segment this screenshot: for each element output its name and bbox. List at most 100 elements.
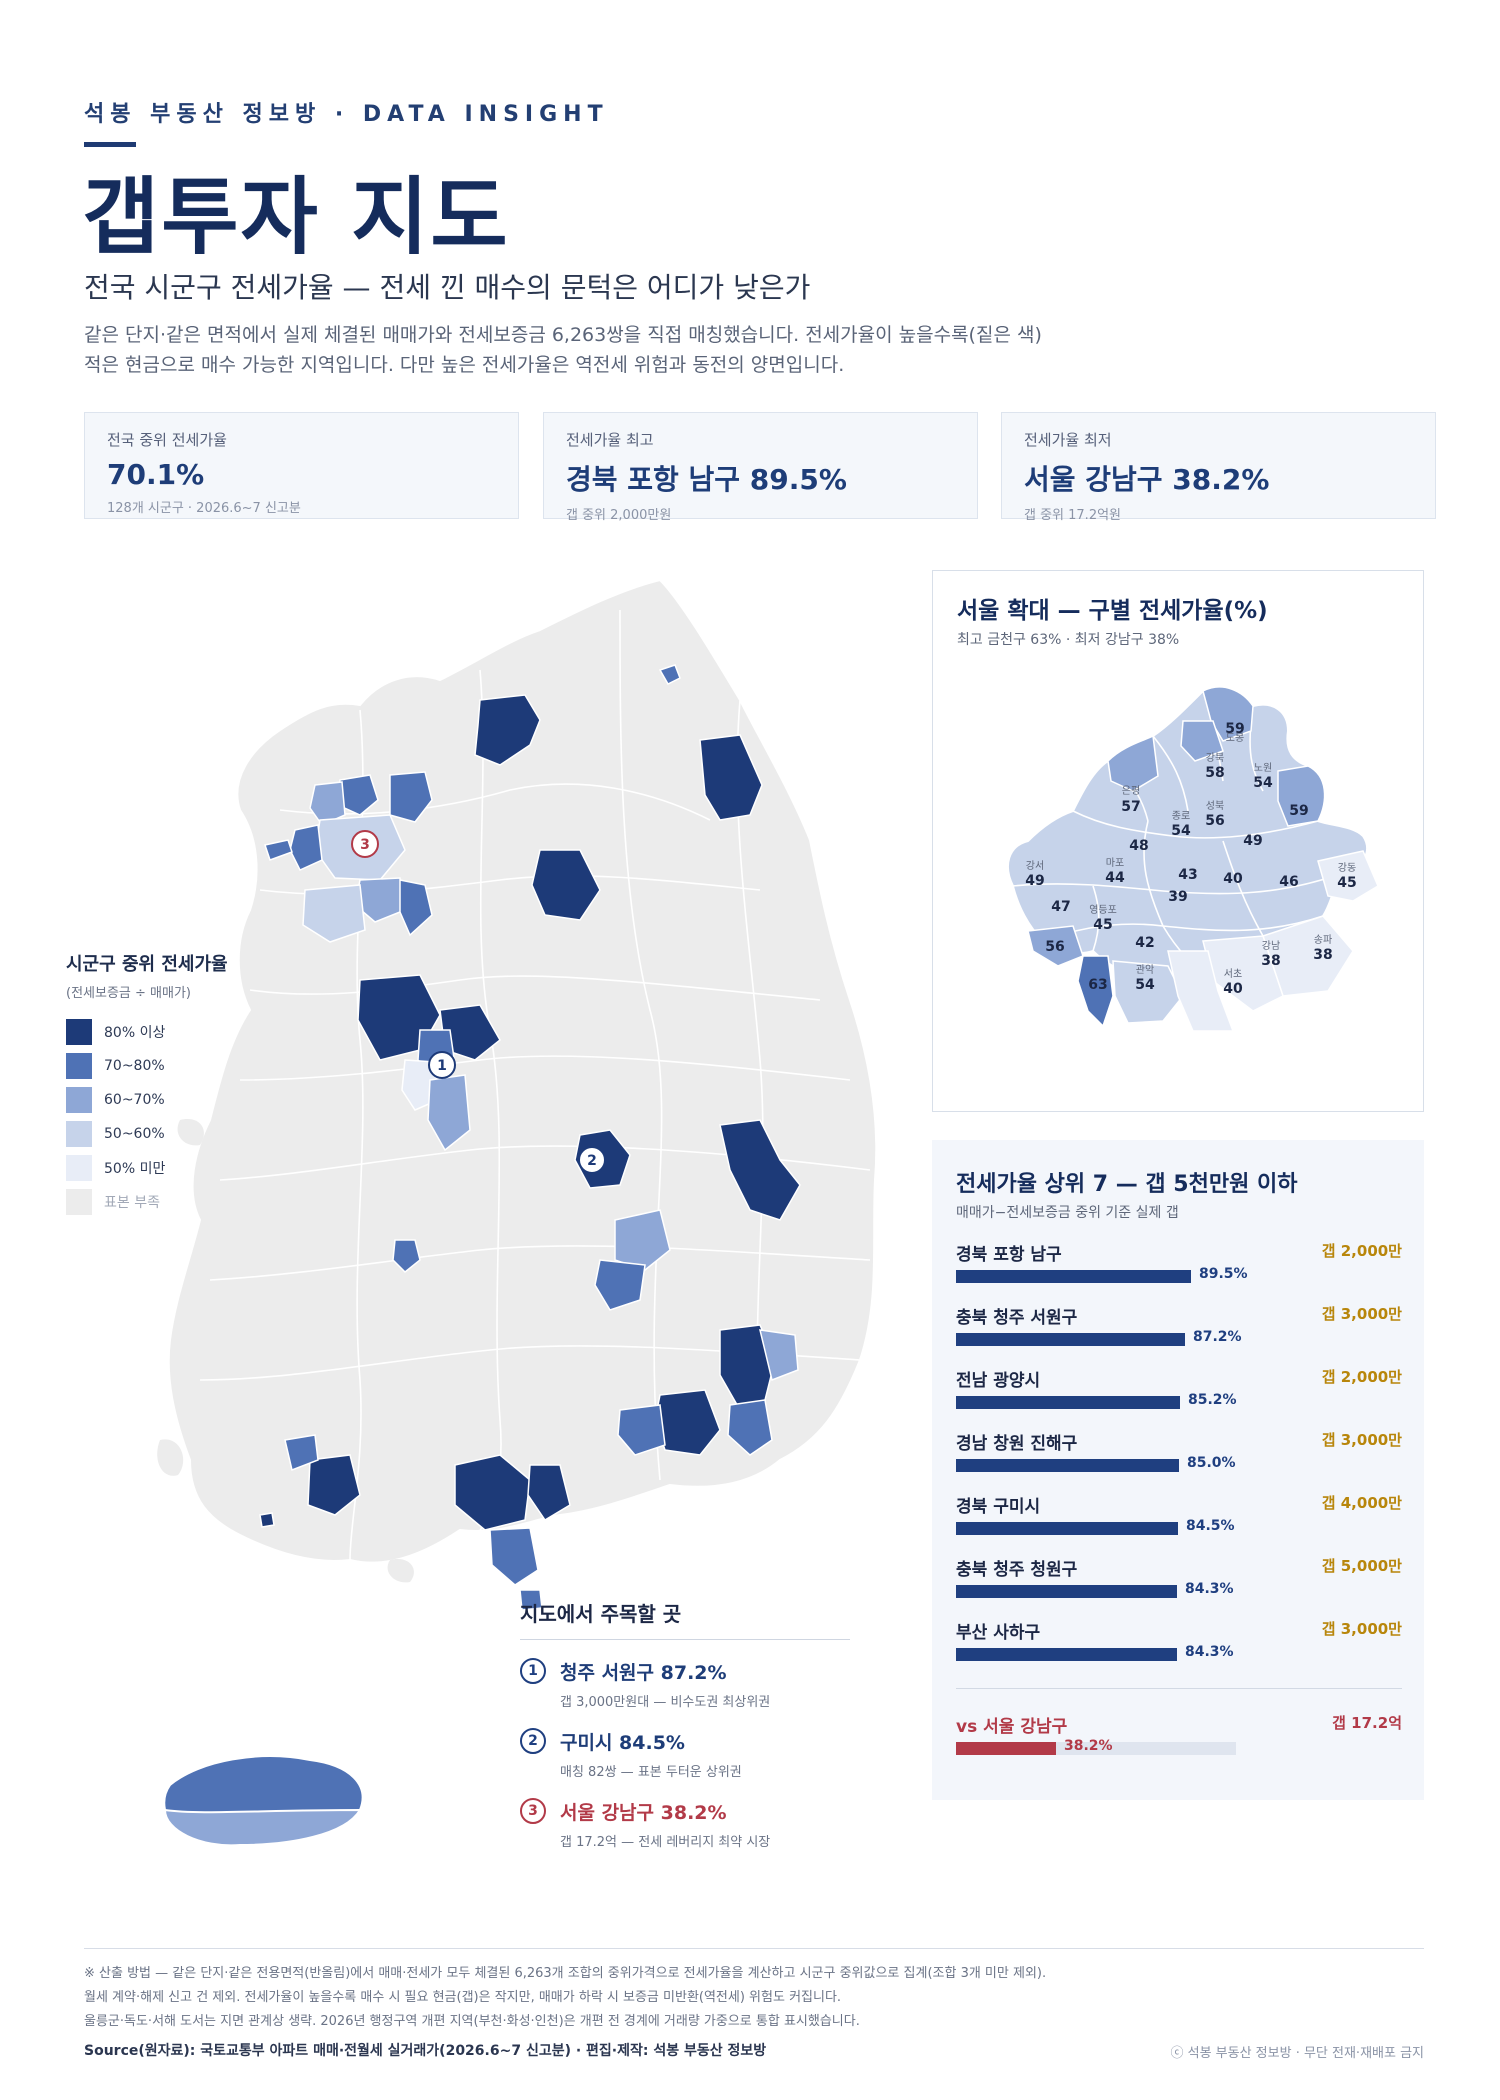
map-marker-3[interactable]: 3 [351,830,379,858]
district-value: 48 [1129,838,1148,854]
district-name: 노원 [1254,762,1272,774]
ranking-name: 경북 포항 남구 [956,1245,1062,1265]
note-heading: 청주 서원구 87.2% [560,1662,727,1684]
seoul-district-gangdong [1317,850,1379,902]
district-value: 54 [1135,977,1155,993]
ranking-value: 84.5% [1186,1518,1235,1534]
note-description: 매칭 82쌍 — 표본 두터운 상위권 [560,1765,742,1780]
district-value: 40 [1223,981,1243,997]
stat-note: 갭 중위 17.2억원 [1024,508,1122,523]
note-heading: 서울 강남구 38.2% [560,1802,727,1824]
district-name: 강남 [1262,940,1280,952]
region-gangwon-wonju [531,849,601,921]
legend-label: 70~80% [104,1058,165,1074]
seoul-district-jungnang [1277,765,1326,827]
seoul-panel-title: 서울 확대 — 구별 전세가율(%) [957,598,1268,624]
district-name: 강북 [1206,752,1224,764]
district-value: 56 [1045,939,1064,955]
stat-label: 전세가율 최저 [1024,431,1112,449]
district-value: 54 [1171,823,1191,839]
region-gangwon-sokcho [658,664,681,685]
region-jeonnam-small [259,1512,275,1528]
district-value: 58 [1205,765,1224,781]
map-marker-2[interactable]: 2 [578,1146,606,1174]
stat-card-highest: 전세가율 최고 경북 포항 남구 89.5% 갭 중위 2,000만원 [543,412,978,523]
ranking-gap: 갭 2,000만 [1321,1242,1402,1260]
legend-item: 50~60% [66,1117,228,1151]
district-value: 43 [1178,867,1197,883]
ranking-bar [956,1522,1178,1535]
region-gimhae [617,1404,666,1456]
seoul-labels: 도봉 59 노원 54 강북 58 은평 57 성북 56 종로 54 59 4… [1025,721,1356,997]
method-line: 울릉군·독도·서해 도서는 지면 관계상 생략. 2026년 행정구역 개편 지… [84,2014,860,2029]
district-value: 49 [1243,833,1262,849]
district-value: 38 [1261,953,1280,969]
method-line: 월세 계약·해제 신고 건 제외. 전세가율이 높을수록 매수 시 필요 현금(… [84,1990,842,2005]
map-marker-1[interactable]: 1 [428,1051,456,1079]
kicker: 석봉 부동산 정보방 · DATA INSIGHT [84,102,609,127]
region-gangwon-cheorwon [474,694,541,766]
district-name: 서초 [1224,968,1242,980]
district-name: 도봉 [1226,732,1244,744]
region-gyeonggi-south-b [399,879,433,937]
ranking-panel: 전세가율 상위 7 — 갭 5천만원 이하 매매가−전세보증금 중위 기준 실제… [932,1140,1424,1800]
notes-title: 지도에서 주목할 곳 [520,1598,850,1640]
stat-value: 경북 포항 남구 89.5% [566,463,847,496]
ranking-subtitle: 매매가−전세보증금 중위 기준 실제 갭 [956,1205,1179,1221]
map-legend: 시군구 중위 전세가율 (전세보증금 ÷ 매매가) 80% 이상 70~80% … [66,950,228,1219]
footer-divider [84,1948,1424,1949]
region-gwangyang [527,1464,571,1522]
legend-swatch [66,1087,92,1113]
note-description: 갭 3,000만원대 — 비수도권 최상위권 [560,1695,771,1710]
ranking-value: 87.2% [1193,1329,1242,1345]
ranking-row: 충북 청주 서원구 갭 3,000만 87.2% [956,1303,1402,1353]
region-gyeonggi-south-c [302,884,366,943]
seoul-district-gangbuk [1180,720,1224,762]
island [157,1439,184,1476]
district-value: 59 [1225,721,1244,737]
region-chungbuk-small [392,1239,421,1274]
seoul-map-svg: 도봉 59 노원 54 강북 58 은평 57 성북 56 종로 54 59 4… [1007,686,1379,1032]
legend-swatch [66,1053,92,1079]
note-heading: 구미시 84.5% [560,1732,685,1754]
ranking-name: 충북 청주 서원구 [956,1308,1078,1328]
note-number: 3 [520,1798,546,1824]
ranking-name: 충북 청주 청원구 [956,1560,1078,1580]
district-value: 57 [1121,799,1140,815]
ranking-bar [956,1648,1177,1661]
region-yeosu [489,1527,539,1586]
note-item: 3 서울 강남구 38.2% 갭 17.2억 — 전세 레버리지 최약 시장 [520,1798,850,1850]
legend-label: 80% 이상 [104,1025,166,1041]
note-number: 1 [520,1658,546,1684]
ranking-bar [956,1396,1180,1409]
ranking-value: 38.2% [1064,1738,1113,1754]
district-name: 마포 [1106,857,1124,869]
legend-item: 표본 부족 [66,1185,228,1219]
page-title: 갭투자 지도 [82,168,510,266]
stat-card-median: 전국 중위 전세가율 70.1% 128개 시군구 · 2026.6~7 신고분 [84,412,519,519]
district-name: 종로 [1172,810,1190,822]
legend-item: 60~70% [66,1083,228,1117]
district-value: 49 [1025,873,1044,889]
district-name: 은평 [1122,785,1140,797]
stat-label: 전국 중위 전세가율 [107,431,227,449]
ranking-row: 경남 창원 진해구 갭 3,000만 85.0% [956,1429,1402,1479]
region-gwangju [307,1454,361,1516]
ranking-name: 전남 광양시 [956,1371,1041,1391]
note-description: 갭 17.2억 — 전세 레버리지 최약 시장 [560,1835,771,1850]
source-credit: Source(원자료): 국토교통부 아파트 매매·전월세 실거래가(2026.… [84,2043,767,2059]
ranking-gap: 갭 2,000만 [1321,1368,1402,1386]
district-name: 강동 [1338,862,1356,874]
legend-label: 50~60% [104,1126,165,1142]
district-value: 63 [1088,977,1107,993]
district-value: 46 [1279,874,1298,890]
district-name: 강서 [1026,860,1044,872]
district-value: 54 [1253,775,1273,791]
region-yeosu-island [519,1589,543,1611]
copyright: ⓒ 석봉 부동산 정보방 · 무단 전재·재배포 금지 [1170,2046,1424,2061]
district-value: 39 [1168,889,1187,905]
page-description: 같은 단지·같은 면적에서 실제 체결된 매매가와 전세보증금 6,263쌍을 … [84,320,1084,380]
district-value: 56 [1205,813,1224,829]
ranking-gap: 갭 3,000만 [1321,1620,1402,1638]
legend-item: 80% 이상 [66,1015,228,1049]
